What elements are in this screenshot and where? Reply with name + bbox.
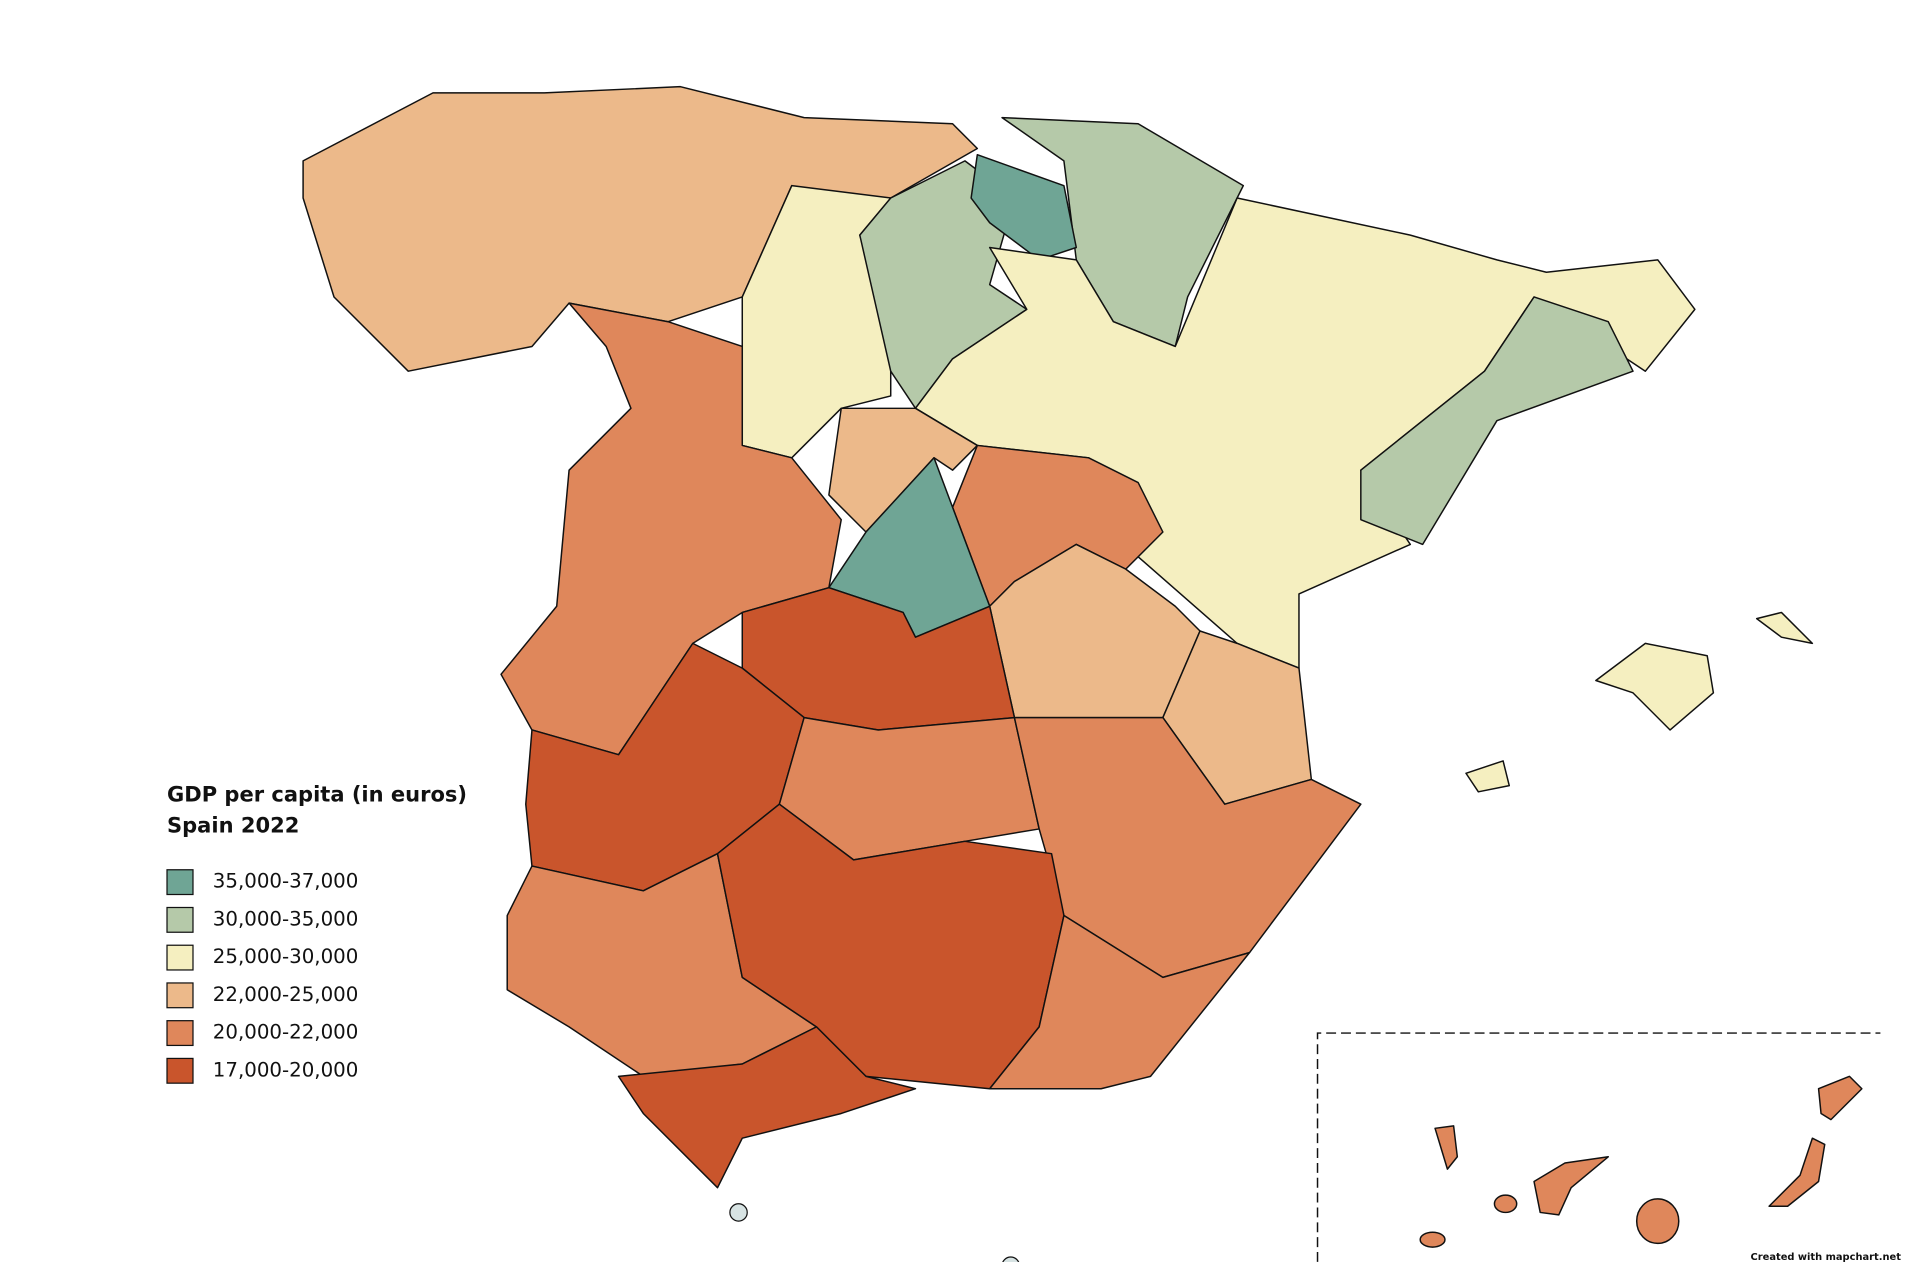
enclave (1002, 1256, 1020, 1262)
legend: 35,000-37,000 30,000-35,000 25,000-30,000 2… (166, 869, 359, 1084)
region (828, 407, 979, 533)
legend-title: GDP per capita (in euros) (167, 782, 467, 807)
region (1595, 642, 1715, 731)
region (617, 1026, 917, 1189)
region (1465, 760, 1511, 793)
legend-swatch (166, 1020, 194, 1047)
region (1360, 296, 1634, 546)
legend-label: 17,000-20,000 (213, 1058, 359, 1081)
inset-border (1316, 1032, 1881, 1262)
legend-subtitle: Spain 2022 (167, 812, 299, 837)
region (1817, 1075, 1863, 1121)
legend-swatch (166, 944, 194, 971)
legend-swatch (166, 869, 194, 896)
legend-swatch (166, 982, 194, 1009)
credit: Created with mapchart.net (1751, 1252, 1902, 1262)
legend-swatch (166, 1057, 194, 1084)
enclave (729, 1203, 748, 1222)
region (1493, 1194, 1518, 1214)
legend-label: 30,000-35,000 (213, 907, 359, 930)
legend-label: 25,000-30,000 (213, 945, 359, 968)
legend-swatch (166, 906, 194, 933)
region (1755, 611, 1814, 645)
region (1434, 1125, 1459, 1170)
regions (302, 85, 1863, 1248)
region (1635, 1198, 1680, 1245)
region (1419, 1231, 1446, 1248)
region (988, 914, 1251, 1090)
region (1768, 1137, 1826, 1207)
legend-label: 20,000-22,000 (213, 1021, 359, 1044)
region (1533, 1156, 1609, 1216)
legend-label: 35,000-37,000 (213, 870, 359, 893)
legend-label: 22,000-25,000 (213, 983, 359, 1006)
